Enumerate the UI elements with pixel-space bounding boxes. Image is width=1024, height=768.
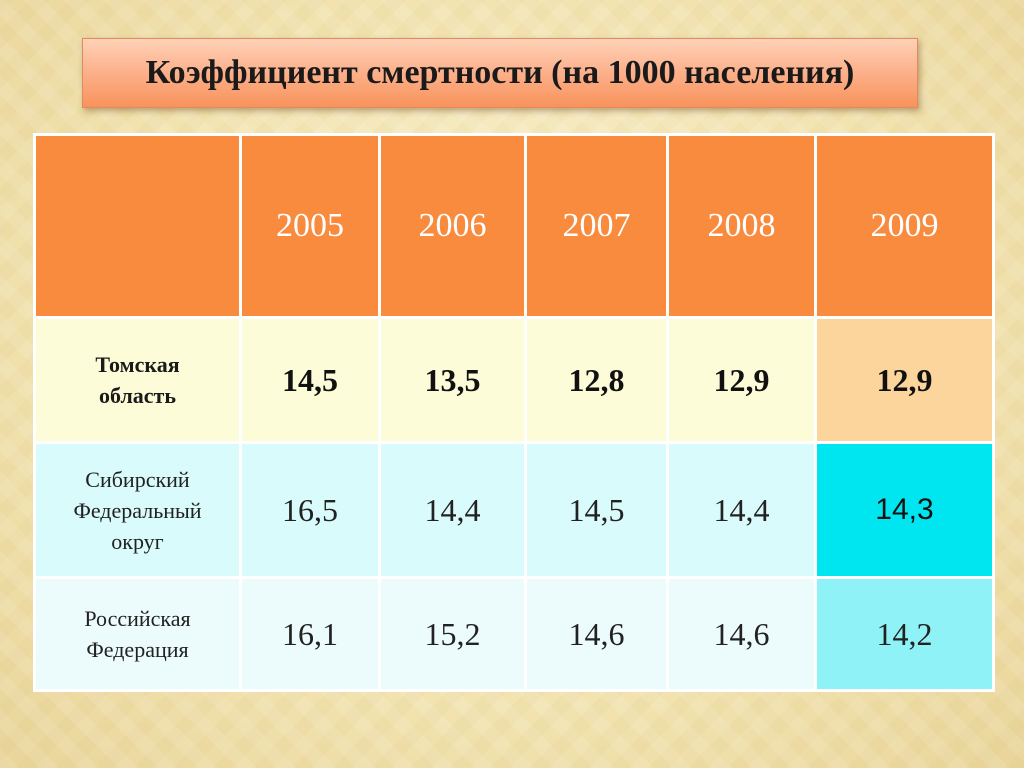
corner-cell — [33, 133, 242, 319]
value-cell: 16,1 — [239, 576, 381, 692]
value-cell: 12,8 — [524, 316, 669, 444]
value-cell: 13,5 — [378, 316, 527, 444]
value-cell: 14,5 — [524, 441, 669, 579]
value-cell-highlight: 14,3 — [814, 441, 995, 579]
mortality-table: 2005 2006 2007 2008 2009 Томская область… — [33, 133, 995, 692]
value-cell-highlight: 12,9 — [814, 316, 995, 444]
title-box: Коэффициент смертности (на 1000 населени… — [82, 38, 918, 108]
value-cell: 14,5 — [239, 316, 381, 444]
row-label-text: Томская область — [95, 352, 180, 408]
header-row: 2005 2006 2007 2008 2009 — [33, 133, 995, 319]
row-label-text: Российская Федерация — [84, 606, 191, 662]
value-cell: 14,4 — [666, 441, 817, 579]
value-cell: 16,5 — [239, 441, 381, 579]
value-cell-highlight: 14,2 — [814, 576, 995, 692]
table-row: Российская Федерация 16,1 15,2 14,6 14,6… — [33, 576, 995, 692]
row-label: Сибирский Федеральный округ — [33, 441, 242, 579]
year-header: 2009 — [814, 133, 995, 319]
slide-title: Коэффициент смертности (на 1000 населени… — [145, 54, 855, 91]
year-header: 2007 — [524, 133, 669, 319]
row-label: Томская область — [33, 316, 242, 444]
year-header: 2005 — [239, 133, 381, 319]
value-cell: 14,6 — [524, 576, 669, 692]
year-header: 2006 — [378, 133, 527, 319]
value-cell: 12,9 — [666, 316, 817, 444]
value-cell: 14,4 — [378, 441, 527, 579]
value-cell: 14,6 — [666, 576, 817, 692]
row-label-text: Сибирский Федеральный округ — [73, 466, 202, 554]
year-header: 2008 — [666, 133, 817, 319]
row-label: Российская Федерация — [33, 576, 242, 692]
table-row: Сибирский Федеральный округ 16,5 14,4 14… — [33, 441, 995, 579]
value-cell: 15,2 — [378, 576, 527, 692]
table-row: Томская область 14,5 13,5 12,8 12,9 12,9 — [33, 316, 995, 444]
